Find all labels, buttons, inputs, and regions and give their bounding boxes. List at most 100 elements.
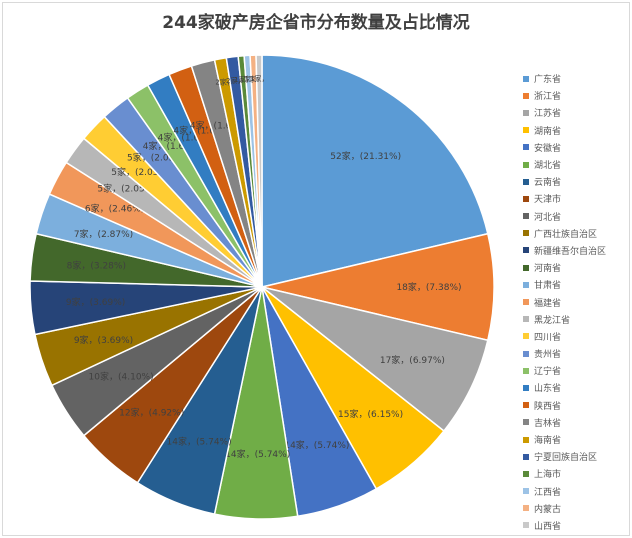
legend-label: 山东省 — [534, 384, 562, 395]
legend-swatch — [523, 470, 529, 477]
legend-label: 内蒙古 — [534, 504, 562, 515]
legend-label: 湖北省 — [534, 161, 562, 172]
legend-swatch — [523, 333, 529, 340]
legend-swatch — [523, 505, 529, 512]
legend-item: 贵州省 — [523, 345, 631, 362]
legend-swatch — [523, 299, 529, 306]
legend-item: 四川省 — [523, 328, 631, 345]
pie-slice-3 — [261, 286, 489, 433]
legend-label: 海南省 — [534, 436, 562, 447]
legend-label: 甘肃省 — [534, 281, 562, 292]
legend-item: 陕西省 — [523, 397, 631, 414]
chart-title: 244家破产房企省市分布数量及占比情况 — [162, 13, 470, 33]
pie-slice-1 — [261, 54, 489, 288]
legend-swatch — [523, 419, 529, 426]
legend-label: 河北省 — [534, 212, 562, 223]
legend-label: 广西壮族自治区 — [534, 229, 598, 240]
legend-swatch — [523, 522, 529, 529]
chart-legend: 广东省浙江省江苏省湖南省安徽省湖北省云南省天津市河北省广西壮族自治区 新疆维吾尔自… — [523, 70, 631, 534]
slice-data-label-12: 8家，(3.28%) — [67, 260, 126, 272]
legend-label: 云南省 — [534, 178, 562, 189]
legend-swatch — [523, 316, 529, 323]
slice-data-label-14: 6家，(2.46%) — [85, 203, 144, 215]
legend-swatch — [523, 384, 529, 391]
slice-data-label-1: 52家，(21.31%) — [330, 150, 401, 162]
slice-data-label-6: 14家，(5.74%) — [225, 448, 290, 460]
slice-data-label-26: 1家， — [245, 74, 263, 83]
slice-data-label-2: 18家，(7.38%) — [396, 281, 461, 293]
legend-item: 新疆维吾尔自治区 — [523, 242, 631, 259]
slice-data-label-25: 1家， — [239, 75, 257, 84]
slice-data-label-13: 7家，(2.87%) — [74, 228, 133, 240]
legend-label: 贵州省 — [534, 350, 562, 361]
legend-label: 浙江省 — [534, 92, 562, 103]
legend-item: 山西省 — [523, 517, 631, 534]
legend-label: 河南省 — [534, 264, 562, 275]
legend-label: 新疆维吾尔自治区 — [534, 246, 607, 257]
slice-data-label-3: 17家，(6.97%) — [380, 354, 445, 366]
legend-swatch — [523, 436, 529, 443]
legend-label: 黑龙江省 — [534, 315, 571, 326]
legend-swatch — [523, 75, 529, 82]
legend-item: 甘肃省 — [523, 276, 631, 293]
legend-swatch — [523, 213, 529, 220]
legend-swatch — [523, 195, 529, 202]
legend-item: 河南省 — [523, 259, 631, 276]
slice-data-label-9: 10家，(4.10%) — [89, 371, 154, 383]
legend-item: 宁夏回族自治区 — [523, 448, 631, 465]
legend-swatch — [523, 230, 529, 237]
legend-item: 海南省 — [523, 431, 631, 448]
slice-data-label-27: 1家， — [250, 74, 268, 83]
legend-item: 上海市 — [523, 465, 631, 482]
legend-label: 宁夏回族自治区 — [534, 453, 598, 464]
legend-item: 河北省 — [523, 208, 631, 225]
legend-item: 广东省 — [523, 70, 631, 87]
legend-item: 江苏省 — [523, 104, 631, 121]
legend-label: 四川省 — [534, 332, 562, 343]
legend-label: 江西省 — [534, 487, 562, 498]
legend-swatch — [523, 367, 529, 374]
legend-item: 湖北省 — [523, 156, 631, 173]
pie-slice-27 — [255, 54, 263, 288]
pie-slice-2 — [261, 232, 495, 342]
legend-item: 福建省 — [523, 293, 631, 310]
legend-label: 广东省 — [534, 75, 562, 86]
legend-label: 辽宁省 — [534, 367, 562, 378]
slice-data-label-24: 1家， — [234, 75, 252, 84]
slice-data-label-22: 2家， — [215, 78, 233, 87]
legend-swatch — [523, 178, 529, 185]
legend-item: 湖南省 — [523, 122, 631, 139]
slice-data-label-4: 15家，(6.15%) — [338, 408, 403, 420]
slice-data-label-5: 14家，(5.74%) — [284, 439, 349, 451]
slice-data-label-11: 9家，(3.69%) — [66, 296, 125, 308]
legend-swatch — [523, 453, 529, 460]
legend-item: 云南省 — [523, 173, 631, 190]
legend-swatch — [523, 144, 529, 151]
legend-label: 福建省 — [534, 298, 562, 309]
legend-label: 吉林省 — [534, 418, 562, 429]
legend-label: 陕西省 — [534, 401, 562, 412]
legend-item: 吉林省 — [523, 414, 631, 431]
legend-label: 江苏省 — [534, 109, 562, 120]
legend-item: 广西壮族自治区 — [523, 225, 631, 242]
legend-swatch — [523, 247, 529, 254]
legend-label: 山西省 — [534, 521, 562, 532]
legend-swatch — [523, 488, 529, 495]
legend-item: 浙江省 — [523, 87, 631, 104]
legend-swatch — [523, 402, 529, 409]
slice-data-label-10: 9家，(3.69%) — [74, 334, 133, 346]
legend-swatch — [523, 281, 529, 288]
legend-swatch — [523, 161, 529, 168]
legend-item: 天津市 — [523, 190, 631, 207]
slice-data-label-23: 2家， — [226, 76, 244, 85]
legend-item: 山东省 — [523, 379, 631, 396]
legend-label: 湖南省 — [534, 126, 562, 137]
legend-label: 天津市 — [534, 195, 562, 206]
legend-item: 内蒙古 — [523, 500, 631, 517]
legend-item: 江西省 — [523, 483, 631, 500]
legend-swatch — [523, 264, 529, 271]
legend-swatch — [523, 350, 529, 357]
legend-item: 安徽省 — [523, 139, 631, 156]
legend-swatch — [523, 127, 529, 134]
